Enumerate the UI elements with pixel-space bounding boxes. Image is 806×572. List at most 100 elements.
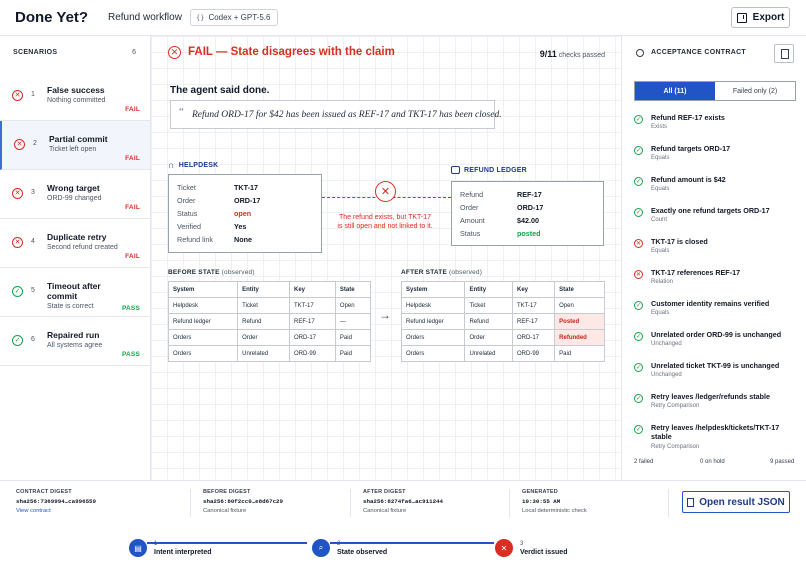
after-state-qualifier: (observed) <box>449 269 483 276</box>
criterion-item[interactable]: ✕ TKT-17 references REF-17 Relation <box>634 268 800 296</box>
field-label: Verified <box>177 222 201 231</box>
field-value: posted <box>517 229 541 238</box>
scenario-subtitle: Second refund created <box>47 244 118 251</box>
scenario-item[interactable]: ✕ 3 Wrong target ORD-99 changed FAIL <box>0 170 150 219</box>
generated-time: 10:30:55 AM <box>522 498 561 505</box>
divider <box>509 489 510 517</box>
ledger-card: Refund REF-17 Order ORD-17 Amount $42.00 Statu… <box>451 181 604 246</box>
criterion-title: TKT-17 is closed <box>651 237 708 246</box>
column-header: System <box>400 281 466 298</box>
criterion-item[interactable]: ✓ Unrelated order ORD-99 is unchanged Unch… <box>634 330 800 358</box>
scenario-item[interactable]: ✕ 1 False success Nothing committed FAIL <box>0 72 150 121</box>
field-value: $42.00 <box>517 216 539 225</box>
check-circle-icon: ✓ <box>634 115 643 124</box>
open-result-json-label: Open result JSON <box>699 496 785 508</box>
code-braces-icon: {} <box>196 13 205 22</box>
field-label: Status <box>460 229 481 238</box>
checks-summary: 9/11 checks passed <box>540 49 605 59</box>
criterion-item[interactable]: ✓ Exactly one refund targets ORD-17 Count <box>634 206 800 234</box>
hold-count: 0 on hold <box>700 459 725 465</box>
view-contract-link[interactable]: View contract <box>16 508 51 514</box>
criterion-item[interactable]: ✓ Refund REF-17 exists Exists <box>634 113 800 141</box>
scenario-title: Duplicate retry <box>47 232 107 242</box>
table-cell: Order <box>464 329 514 346</box>
status-badge: FAIL <box>125 155 140 162</box>
criterion-kind: Count <box>651 217 668 223</box>
document-icon[interactable] <box>774 44 794 63</box>
headset-icon: ∩ <box>168 160 175 170</box>
scenario-number: 4 <box>31 238 35 245</box>
file-icon <box>687 497 695 507</box>
divider <box>668 489 669 517</box>
criterion-item[interactable]: ✓ Customer identity remains verified Equal… <box>634 299 800 327</box>
before-digest-sub: Canonical fixture <box>203 508 247 514</box>
table-row: Refund ledger Refund REF-17— <box>167 313 372 330</box>
helpdesk-label: ∩ HELPDESK <box>168 160 218 170</box>
search-icon <box>636 49 644 57</box>
table-row: Orders Unrelated ORD-99 Paid <box>167 345 372 362</box>
check-circle-icon: ✓ <box>634 332 643 341</box>
criterion-item[interactable]: ✕ TKT-17 is closed Equals <box>634 237 800 265</box>
table-cell: Refunded <box>554 329 605 346</box>
field-label: Order <box>460 203 479 212</box>
scenarios-heading: SCENARIOS <box>13 49 58 56</box>
step-number: 2 <box>337 541 341 547</box>
table-cell: Refund ledger <box>400 313 466 330</box>
step-number: 1 <box>154 541 158 547</box>
scenario-item[interactable]: ✓ 5 Timeout after commit State is correct PA… <box>0 268 150 317</box>
field-row: Amount $42.00 <box>460 216 600 226</box>
x-circle-icon: ✕ <box>12 90 23 101</box>
criterion-kind: Equals <box>651 155 670 161</box>
criterion-kind: Unchanged <box>651 341 682 347</box>
table-cell: Order <box>237 329 290 346</box>
table-cell: Orders <box>400 329 466 346</box>
before-state-qualifier: (observed) <box>221 269 255 276</box>
generated-info: GENERATED 10:30:55 AM Local deterministi… <box>522 489 587 519</box>
scenario-title: False success <box>47 85 105 95</box>
field-row: Status open <box>177 209 317 219</box>
before-digest-value: sha256:80f2cc0…e8d67c29 <box>203 498 284 505</box>
contract-heading: ACCEPTANCE CONTRACT <box>651 49 747 56</box>
scenario-subtitle: All systems agree <box>47 342 103 349</box>
open-result-json-button[interactable]: Open result JSON <box>682 491 790 513</box>
model-chip[interactable]: {} Codex + GPT-5.6 <box>190 9 279 26</box>
table-cell: Orders <box>167 329 239 346</box>
scenario-item[interactable]: ✕ 2 Partial commit Ticket left open FAIL <box>0 121 150 170</box>
criterion-item[interactable]: ✓ Retry leaves /ledger/refunds stable Retr… <box>634 392 800 420</box>
status-badge: PASS <box>121 305 140 312</box>
criterion-item[interactable]: ✓ Refund amount is $42 Equals <box>634 175 800 203</box>
scenario-subtitle: State is correct <box>47 303 94 310</box>
scenario-number: 2 <box>33 140 37 147</box>
table-cell: Ticket <box>237 297 290 314</box>
checks-label: checks passed <box>558 52 605 59</box>
before-digest-label: BEFORE DIGEST <box>203 489 251 495</box>
top-bar: Done Yet? Refund workflow {} Codex + GPT… <box>0 0 806 36</box>
criterion-item[interactable]: ✓ Refund targets ORD-17 Equals <box>634 144 800 172</box>
tab-failed-only[interactable]: Failed only (2) <box>732 87 778 95</box>
field-value: ORD-17 <box>234 196 261 205</box>
table-cell: Refund <box>464 313 514 330</box>
verdict-title: FAIL — State disagrees with the claim <box>188 46 395 58</box>
field-label: Amount <box>460 216 485 225</box>
check-circle-icon: ✓ <box>634 425 643 434</box>
tab-all[interactable]: All (11) <box>635 82 715 100</box>
criterion-kind: Exists <box>651 124 668 130</box>
scenario-item[interactable]: ✓ 6 Repaired run All systems agree PASS <box>0 317 150 366</box>
criterion-kind: Relation <box>651 279 674 285</box>
status-badge: FAIL <box>125 204 140 211</box>
table-cell: Refund <box>237 313 290 330</box>
generated-label: GENERATED <box>522 489 558 495</box>
criterion-title: Refund targets ORD-17 <box>651 144 731 153</box>
export-button[interactable]: Export <box>731 7 790 28</box>
x-circle-icon: ✕ <box>12 237 23 248</box>
criteria-filter: All (11) Failed only (2) <box>634 81 796 101</box>
field-label: Status <box>177 209 198 218</box>
criterion-kind: Equals <box>651 186 670 192</box>
before-state-title: BEFORE STATE <box>168 269 220 276</box>
search-icon: ⌕ <box>312 539 330 557</box>
contract-digest-label: CONTRACT DIGEST <box>16 489 72 495</box>
criterion-item[interactable]: ✓ Retry leaves /helpdesk/tickets/TKT-17 s… <box>634 423 800 451</box>
table-row: Helpdesk Ticket TKT-17 Open <box>167 297 372 314</box>
criterion-item[interactable]: ✓ Unrelated ticket TKT-99 is unchanged Unc… <box>634 361 800 389</box>
scenario-item[interactable]: ✕ 4 Duplicate retry Second refund created FA… <box>0 219 150 268</box>
